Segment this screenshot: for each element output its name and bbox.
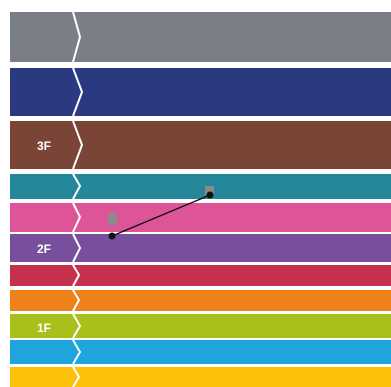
floor-label-1f: 1F [37,321,51,335]
band-gray [10,12,391,62]
marker-square-upper [205,186,214,195]
floor-label-3f: 3F [37,139,51,153]
route-line [111,194,211,237]
band-orange [10,290,391,311]
band-purple [10,234,391,262]
band-navy [10,68,391,116]
band-teal [10,174,391,199]
floor-label-2f: 2F [37,242,51,256]
band-crimson [10,265,391,286]
route-overlay [108,186,214,240]
band-brown [10,121,391,169]
band-yellow [10,367,391,387]
marker-square-lower [108,213,117,225]
band-pink [10,203,391,232]
bands [10,12,391,387]
label-divider [72,11,84,387]
band-sky [10,340,391,364]
band-lime [10,314,391,338]
route-point-end[interactable] [206,191,214,199]
route-point-start[interactable] [108,232,116,240]
